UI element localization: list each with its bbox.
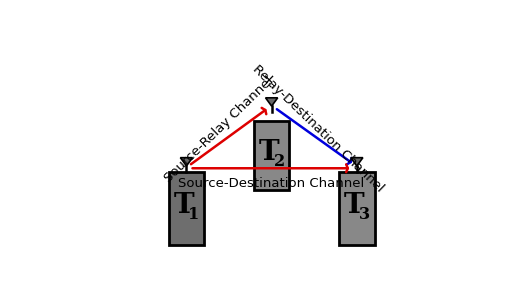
Text: Relay-Destination Channel: Relay-Destination Channel bbox=[250, 63, 386, 195]
Bar bbox=[339, 172, 375, 245]
Text: Source-Relay Channel: Source-Relay Channel bbox=[162, 74, 276, 184]
Polygon shape bbox=[266, 98, 278, 106]
Text: 1: 1 bbox=[188, 206, 200, 223]
Bar bbox=[254, 121, 289, 190]
Text: T: T bbox=[173, 192, 194, 219]
Polygon shape bbox=[180, 158, 192, 166]
Text: 2: 2 bbox=[273, 153, 285, 170]
Text: T: T bbox=[344, 192, 364, 219]
Polygon shape bbox=[351, 158, 363, 166]
Text: 3: 3 bbox=[359, 206, 370, 223]
Text: T: T bbox=[259, 139, 279, 166]
Bar bbox=[169, 172, 204, 245]
Text: Source-Destination Channel: Source-Destination Channel bbox=[179, 177, 365, 190]
